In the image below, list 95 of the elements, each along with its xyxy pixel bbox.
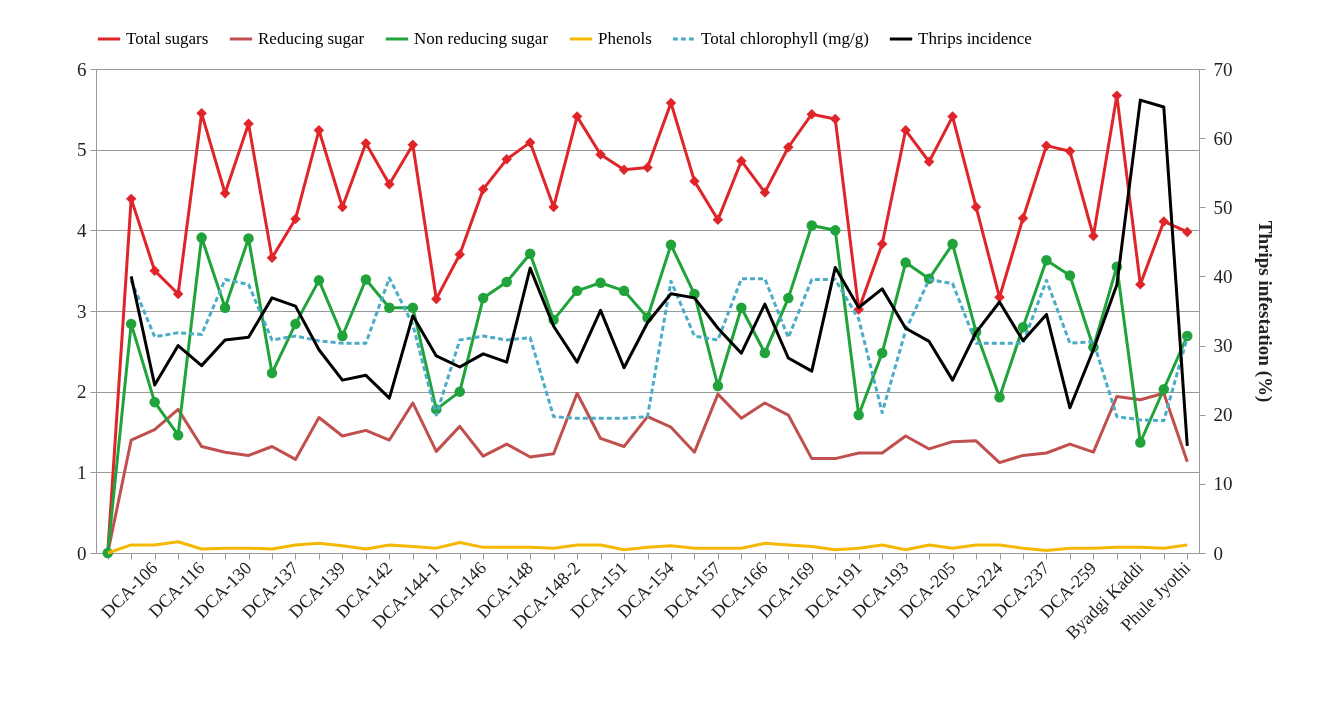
- point: [712, 214, 724, 226]
- point: [595, 277, 606, 288]
- point: [830, 225, 841, 236]
- legend-label: Total chlorophyll (mg/g): [701, 29, 869, 48]
- point: [618, 164, 630, 176]
- point: [595, 149, 606, 160]
- point: [689, 175, 700, 187]
- point: [1158, 216, 1170, 227]
- point: [290, 213, 301, 225]
- point: [266, 252, 278, 263]
- y2-tick-label: 10: [1213, 473, 1233, 495]
- point: [243, 233, 254, 244]
- point: [1041, 140, 1052, 151]
- point: [125, 318, 137, 330]
- y-tick-label: 2: [77, 381, 87, 403]
- point: [1135, 279, 1146, 290]
- legend-label: Thrips incidence: [918, 29, 1032, 48]
- point: [149, 265, 160, 276]
- legend-label: Reducing sugar: [258, 29, 365, 48]
- point: [759, 347, 771, 359]
- y2-tick-label: 40: [1213, 265, 1233, 287]
- point: [1158, 384, 1170, 395]
- point: [876, 347, 888, 359]
- legend-label: Non reducing sugar: [414, 29, 549, 48]
- point: [384, 179, 395, 190]
- point: [384, 302, 395, 314]
- point: [149, 396, 160, 408]
- point: [900, 125, 911, 136]
- point: [477, 183, 489, 195]
- y-tick-label: 6: [77, 58, 87, 80]
- point: [172, 429, 184, 441]
- point: [337, 201, 348, 213]
- point: [477, 292, 489, 304]
- point: [853, 409, 864, 421]
- point: [900, 257, 911, 268]
- point: [1041, 254, 1052, 266]
- y2-tick-label: 60: [1213, 127, 1233, 149]
- point: [806, 108, 818, 120]
- point: [196, 232, 207, 243]
- point: [1135, 437, 1146, 448]
- point: [1182, 330, 1193, 342]
- point: [524, 248, 536, 259]
- point: [618, 285, 630, 297]
- point: [454, 386, 465, 397]
- point: [1017, 212, 1029, 224]
- y2-tick-label: 0: [1213, 542, 1223, 564]
- legend-label: Total sugars: [126, 29, 209, 48]
- legend-label: Phenols: [598, 29, 652, 48]
- point: [783, 292, 794, 304]
- point: [454, 249, 465, 260]
- point: [642, 162, 653, 173]
- point: [994, 392, 1005, 403]
- point: [947, 238, 958, 250]
- point: [501, 154, 512, 165]
- point: [571, 111, 583, 122]
- point: [759, 187, 771, 198]
- y-tick-label: 4: [77, 219, 87, 241]
- point: [1111, 90, 1123, 101]
- y2-tick-label: 30: [1213, 335, 1233, 357]
- point: [266, 367, 278, 379]
- point: [360, 274, 372, 285]
- point: [1017, 321, 1029, 333]
- point: [290, 318, 301, 330]
- point: [172, 288, 184, 300]
- point: [501, 276, 512, 288]
- y2-tick-label: 70: [1213, 58, 1233, 80]
- point: [1064, 270, 1076, 281]
- point: [1064, 146, 1076, 157]
- y-tick-label: 1: [77, 461, 87, 483]
- point: [219, 302, 231, 314]
- point: [876, 238, 888, 250]
- point: [830, 113, 841, 125]
- point: [736, 155, 747, 167]
- point: [806, 220, 818, 231]
- y2-tick-label: 20: [1213, 404, 1233, 426]
- point: [712, 380, 724, 392]
- y-tick-label: 0: [77, 542, 87, 564]
- point: [783, 142, 794, 153]
- point: [947, 111, 958, 122]
- y-tick-label: 3: [77, 300, 87, 322]
- line-series: [129, 98, 1189, 448]
- y2-tick-label: 50: [1213, 196, 1233, 218]
- point: [407, 302, 419, 314]
- y2-axis-title: Thrips infestation (%): [1253, 220, 1276, 403]
- point: [665, 239, 677, 251]
- point: [313, 275, 325, 286]
- y-tick-label: 5: [77, 139, 87, 161]
- point: [337, 330, 348, 342]
- point: [524, 137, 536, 148]
- point: [571, 285, 583, 297]
- point: [923, 156, 935, 168]
- point: [736, 302, 747, 314]
- point: [1182, 226, 1193, 238]
- point: [970, 201, 982, 213]
- point: [360, 137, 372, 149]
